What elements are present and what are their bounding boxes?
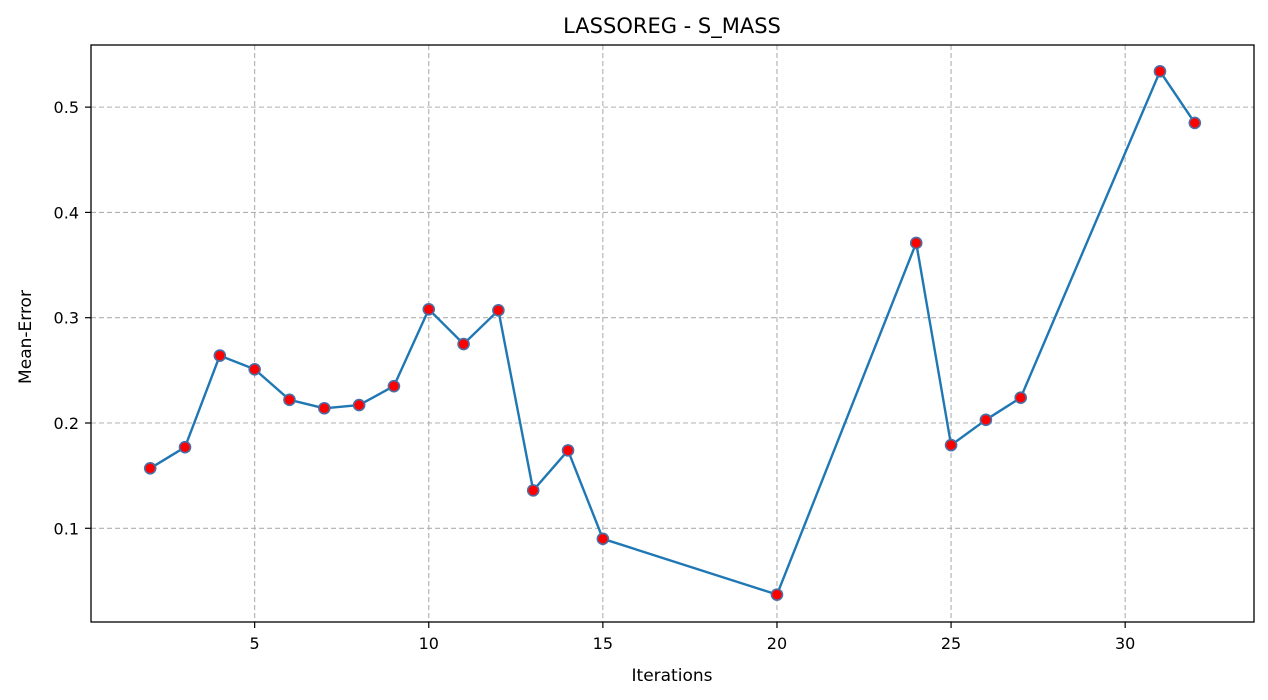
x-tick-label: 10 [419, 634, 439, 653]
data-point [770, 588, 784, 601]
data-point [352, 398, 366, 412]
y-tick-label: 0.1 [54, 519, 79, 538]
chart-title: LASSOREG - S_MASS [563, 14, 781, 39]
y-tick-label: 0.3 [54, 309, 79, 328]
series-group [143, 65, 1202, 601]
data-point [1014, 391, 1028, 405]
data-point [909, 236, 923, 250]
x-tick-label: 5 [250, 634, 260, 653]
series-line [149, 70, 1196, 596]
x-tick-label: 25 [941, 634, 961, 653]
x-tick-label: 20 [767, 634, 787, 653]
data-point [596, 532, 610, 546]
data-point [1153, 65, 1167, 78]
data-point [422, 302, 436, 316]
data-point [387, 379, 401, 393]
data-point [979, 413, 993, 427]
y-tick-label: 0.4 [54, 203, 79, 222]
data-point [1188, 116, 1202, 130]
y-tick-label: 0.5 [54, 98, 79, 117]
data-point [178, 440, 192, 454]
x-tick-label: 30 [1115, 634, 1135, 653]
data-point [457, 337, 470, 351]
y-axis: 0.1 0.2 0.3 0.4 0.5 [54, 98, 91, 538]
x-tick-label: 15 [593, 634, 613, 653]
data-point [526, 484, 540, 497]
data-point [944, 438, 958, 452]
data-point [561, 444, 575, 457]
data-point [248, 362, 261, 376]
grid [91, 45, 1254, 622]
data-point [317, 401, 331, 415]
data-point [143, 461, 157, 475]
y-axis-label: Mean-Error [16, 290, 36, 384]
plot-frame [90, 44, 1255, 623]
x-axis: 5 10 15 20 25 30 [250, 622, 1135, 653]
data-point [492, 304, 505, 317]
y-tick-label: 0.2 [54, 414, 79, 433]
x-axis-label: Iterations [632, 666, 713, 686]
data-point [283, 393, 296, 407]
data-point [213, 349, 227, 362]
